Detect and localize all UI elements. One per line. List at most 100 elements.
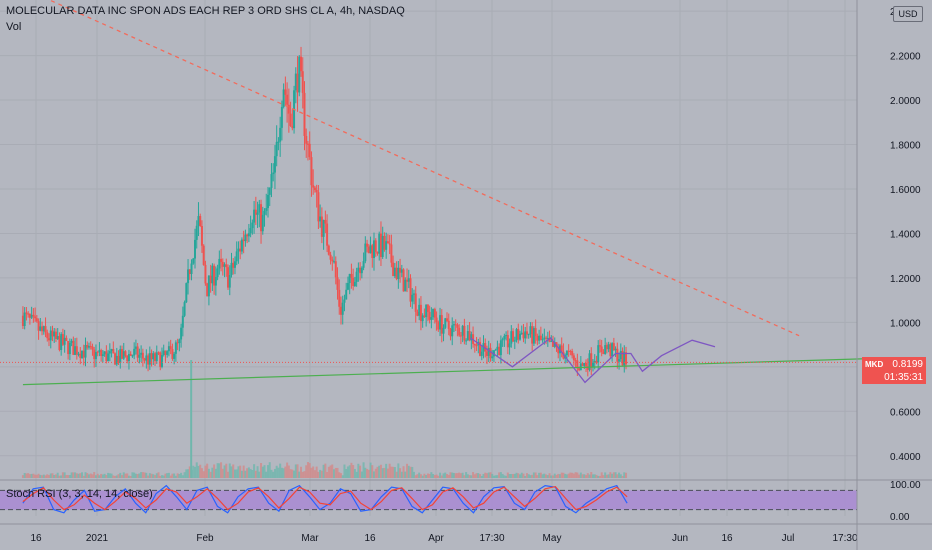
volume-bar <box>609 472 612 478</box>
volume-bar <box>355 471 358 478</box>
volume-bar <box>101 474 104 478</box>
candle-body <box>489 347 492 359</box>
candle-body <box>39 326 42 331</box>
volume-bar <box>560 472 563 478</box>
candle-body <box>329 254 332 260</box>
candle-body <box>46 332 49 339</box>
volume-bar <box>619 474 622 478</box>
candle-body <box>195 225 198 240</box>
candle-body <box>53 331 56 337</box>
volume-bar <box>160 475 163 478</box>
volume-bar <box>426 473 429 478</box>
stoch-rsi-legend[interactable]: Stoch RSI (3, 3, 14, 14, close) <box>6 488 153 500</box>
volume-bar <box>421 475 424 478</box>
currency-button[interactable]: USD <box>893 6 923 22</box>
candle-body <box>400 269 403 273</box>
volume-bar <box>94 475 97 478</box>
volume-bar <box>555 474 558 478</box>
candle-body <box>166 351 169 355</box>
volume-bar <box>138 473 141 478</box>
candle-body <box>484 343 487 352</box>
volume-bar <box>578 474 581 478</box>
volume-bar <box>579 472 582 478</box>
volume-bar <box>435 474 438 478</box>
candle-body <box>141 352 144 359</box>
candle-body <box>136 346 139 358</box>
candle-body <box>303 92 306 136</box>
volume-bar <box>553 473 556 478</box>
candle-body <box>79 353 82 359</box>
candle-body <box>619 350 622 360</box>
volume-bar <box>539 472 542 478</box>
volume-bar <box>204 465 207 478</box>
volume-bar <box>251 470 254 478</box>
support-trendline <box>22 357 891 386</box>
candle-body <box>187 269 190 284</box>
candle-body <box>503 335 506 340</box>
volume-bar <box>564 473 567 478</box>
volume-legend[interactable]: Vol <box>6 21 22 33</box>
volume-bar <box>515 472 518 478</box>
candle-body <box>498 346 501 356</box>
volume-bar <box>86 473 89 478</box>
volume-bar <box>315 466 318 478</box>
drawings[interactable] <box>0 0 891 386</box>
volume-bar <box>244 470 247 478</box>
candle-body <box>510 331 513 344</box>
price-tick-label: 2.2000 <box>890 52 921 63</box>
candle-body <box>327 245 330 255</box>
volume-bars <box>21 360 628 478</box>
volume-bar <box>317 471 320 478</box>
volume-bar <box>23 472 26 478</box>
volume-bar <box>154 475 157 478</box>
candle-body <box>171 348 174 359</box>
volume-bar <box>169 475 172 478</box>
volume-bar <box>527 474 530 478</box>
volume-bar <box>359 465 362 478</box>
volume-bar <box>129 475 132 478</box>
volume-bar <box>273 468 276 478</box>
candle-body <box>65 337 68 341</box>
volume-bar <box>232 464 235 478</box>
candle-body <box>220 258 223 262</box>
volume-bar <box>100 473 103 478</box>
candle-body <box>207 275 210 297</box>
candle-body <box>550 341 553 343</box>
volume-bar <box>397 463 400 478</box>
volume-bar <box>418 472 421 478</box>
candle-body <box>597 345 600 363</box>
volume-bar <box>265 471 268 478</box>
candle-body <box>446 318 449 321</box>
candle-body <box>197 216 200 226</box>
candle-body <box>192 258 195 264</box>
candle-body <box>37 321 40 331</box>
candle-body <box>406 279 409 282</box>
candle-body <box>94 351 97 360</box>
candle-body <box>148 353 151 365</box>
volume-bar <box>373 471 376 478</box>
candle-body <box>402 269 405 292</box>
candle-body <box>246 234 249 237</box>
symbol-title[interactable]: MOLECULAR DATA INC SPON ADS EACH REP 3 O… <box>6 5 405 17</box>
candle-body <box>393 267 396 277</box>
volume-bar <box>93 472 96 478</box>
volume-bar <box>39 474 42 478</box>
candle-body <box>376 251 379 254</box>
volume-bar <box>343 464 346 478</box>
volume-bar <box>61 472 64 478</box>
candle-body <box>373 240 376 258</box>
price-tick-label: 0.6000 <box>890 407 921 418</box>
volume-bar <box>432 473 435 478</box>
candle-body <box>313 187 316 190</box>
volume-bar <box>180 472 183 478</box>
volume-bar <box>543 473 546 478</box>
candle-body <box>414 293 417 312</box>
volume-bar <box>272 471 275 478</box>
candle-body <box>348 273 351 284</box>
volume-bar <box>404 471 407 478</box>
candle-body <box>541 339 544 341</box>
volume-bar <box>58 475 61 478</box>
volume-bar <box>353 468 356 478</box>
volume-bar <box>312 466 315 478</box>
